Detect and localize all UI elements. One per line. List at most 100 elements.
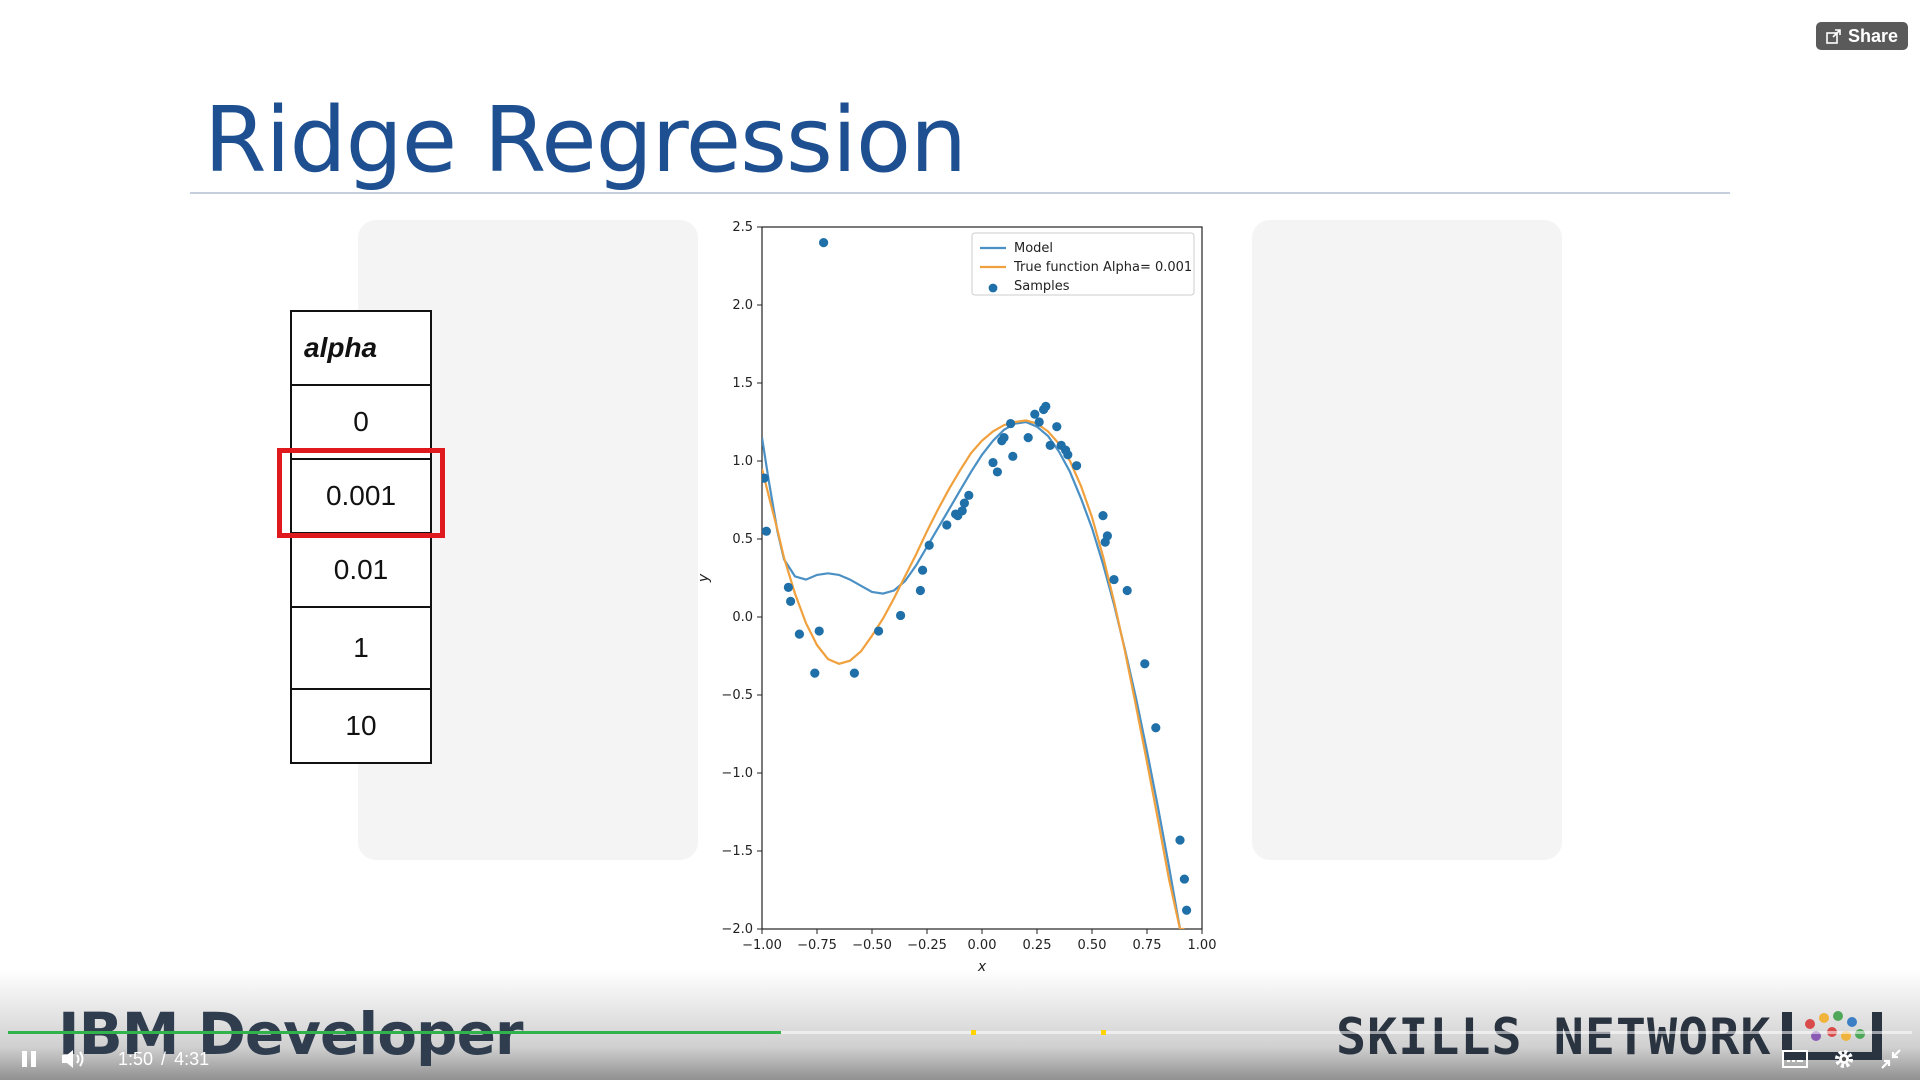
current-time: 1:50: [118, 1048, 154, 1069]
series-line-true-function: [762, 419, 1185, 929]
sample-point: [1008, 451, 1018, 461]
sample-point: [959, 498, 969, 508]
y-tick-label: 2.5: [732, 220, 753, 235]
sample-point: [988, 457, 998, 468]
chapter-marker[interactable]: [971, 1030, 977, 1035]
sample-point: [924, 540, 934, 550]
legend-box: [971, 232, 1195, 296]
sample-point: [1006, 418, 1016, 429]
share-button[interactable]: Share: [1816, 22, 1908, 50]
x-tick-label: −0.25: [907, 938, 947, 953]
captions-button[interactable]: [1782, 1044, 1808, 1074]
pause-button[interactable]: [18, 1044, 40, 1074]
series-line-model: [762, 420, 1182, 929]
alpha-value-4: 10: [292, 688, 430, 762]
slide-title: Ridge Regression: [204, 88, 967, 193]
y-tick-label: −0.5: [721, 688, 753, 703]
sample-point: [1052, 422, 1062, 432]
alpha-value-3: 1: [292, 606, 430, 688]
sample-point: [762, 526, 771, 536]
sample-point: [992, 467, 1002, 477]
x-tick-label: −0.75: [797, 938, 837, 953]
y-tick-label: 0.0: [732, 610, 753, 625]
x-tick-label: 0.75: [1133, 938, 1162, 953]
y-tick-label: 1.5: [732, 376, 753, 391]
y-tick-label: −2.0: [721, 922, 753, 937]
sample-point: [957, 506, 967, 516]
sample-point: [1151, 723, 1161, 733]
sample-point: [810, 668, 820, 678]
gear-icon: [1835, 1050, 1853, 1068]
sample-point: [1041, 401, 1051, 411]
sample-point: [1045, 440, 1055, 450]
title-divider: [190, 192, 1730, 194]
sample-point: [896, 610, 906, 621]
sample-point: [819, 238, 829, 248]
sample-point: [1122, 585, 1132, 596]
x-tick-label: −0.50: [852, 938, 892, 953]
skills-network-logo: SKILLS NETWORK: [1336, 1008, 1772, 1066]
volume-icon: [62, 1050, 84, 1068]
captions-icon: [1782, 1050, 1808, 1068]
time-separator: /: [161, 1048, 167, 1069]
sample-point: [964, 490, 974, 500]
exit-fullscreen-icon: [1881, 1049, 1901, 1069]
sample-point: [1182, 905, 1192, 915]
sample-point: [786, 596, 796, 606]
sample-point: [1109, 574, 1119, 585]
progress-track[interactable]: [8, 1031, 1912, 1034]
alpha-table-header: alpha: [304, 332, 378, 363]
settings-button[interactable]: [1832, 1044, 1856, 1074]
duration: 4:31: [174, 1048, 210, 1069]
sample-point: [1102, 531, 1112, 541]
sample-point: [1023, 433, 1033, 443]
legend-label: Model: [1014, 241, 1053, 256]
y-axis-label: y: [696, 573, 712, 583]
sample-point: [999, 433, 1009, 443]
sample-point: [783, 582, 793, 592]
legend-label: True function Alpha= 0.001: [1013, 260, 1192, 275]
x-tick-label: 0.00: [968, 938, 997, 953]
time-display: 1:50 / 4:31: [118, 1044, 209, 1074]
x-tick-label: −1.00: [742, 938, 782, 953]
legend-swatch: [988, 283, 998, 293]
y-tick-label: 2.0: [732, 298, 753, 313]
y-tick-label: 1.0: [732, 454, 753, 469]
pause-icon: [22, 1051, 36, 1067]
share-label: Share: [1847, 25, 1899, 46]
alpha-value-2: 0.01: [292, 532, 430, 606]
sample-point: [1034, 417, 1044, 427]
alpha-value-1: 0.001: [292, 458, 430, 532]
sample-point: [915, 585, 925, 596]
progress-fill: [8, 1031, 782, 1034]
sample-point: [849, 668, 859, 678]
chapter-marker[interactable]: [1100, 1030, 1106, 1035]
share-icon: [1826, 29, 1841, 44]
sample-point: [918, 565, 928, 575]
alpha-highlight-box: [277, 448, 445, 538]
plot-frame: [761, 226, 1203, 930]
sample-point: [1063, 450, 1073, 460]
plot-area: [762, 238, 1192, 929]
sample-point: [814, 626, 824, 636]
sample-point: [1179, 874, 1189, 884]
sample-point: [794, 629, 804, 639]
y-tick-label: −1.0: [721, 766, 753, 781]
sample-point: [942, 520, 952, 530]
sample-point: [1030, 409, 1040, 419]
x-tick-label: 0.50: [1078, 938, 1107, 953]
x-tick-label: 1.00: [1188, 938, 1217, 953]
sample-point: [1098, 511, 1108, 521]
x-axis-label: x: [977, 959, 987, 975]
y-tick-label: −1.5: [721, 844, 753, 859]
sample-point: [1140, 659, 1150, 669]
player-gradient: [0, 970, 1920, 1080]
sample-point: [1072, 461, 1082, 471]
volume-button[interactable]: [60, 1044, 88, 1074]
watermark-right: [1252, 220, 1562, 860]
ridge-regression-chart: −1.00 −0.75 −0.50 −0.25 0.00 0.25 0.50 0.75 1.00…: [696, 220, 1217, 975]
exit-fullscreen-button[interactable]: [1880, 1044, 1902, 1074]
alpha-value-0: 0: [292, 384, 430, 458]
legend-label: Samples: [1014, 279, 1070, 294]
y-tick-label: 0.5: [732, 532, 753, 547]
